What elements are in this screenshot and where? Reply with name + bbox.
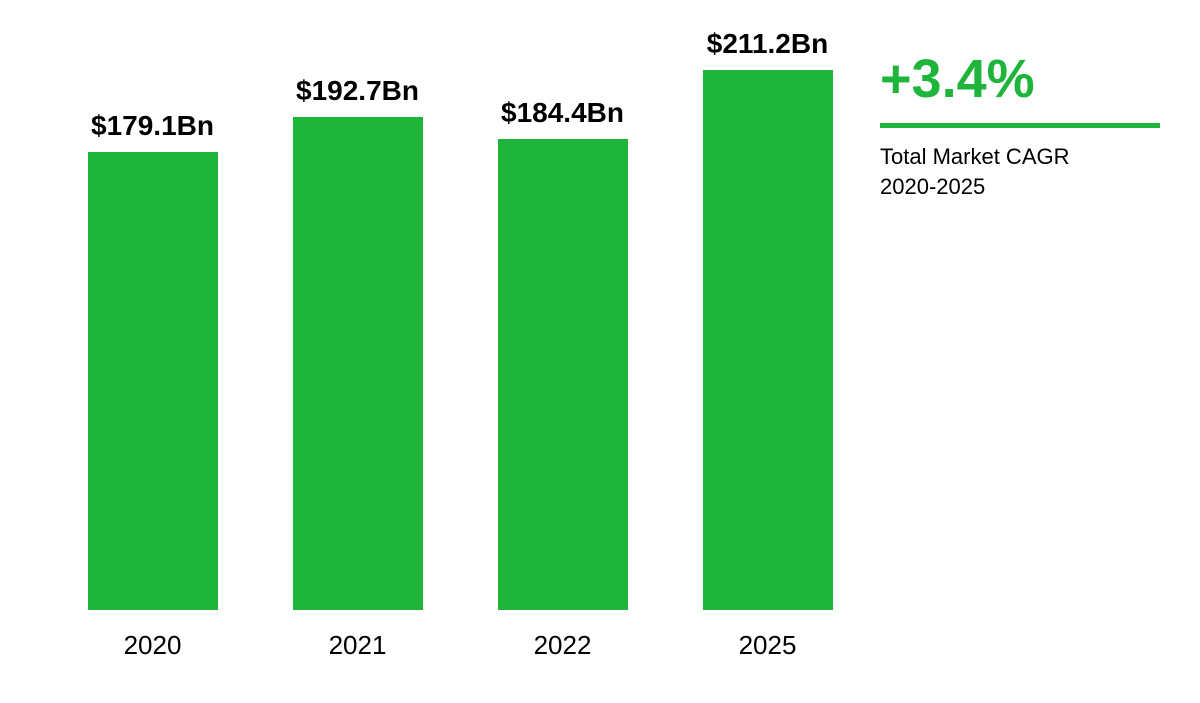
x-axis-label: 2022 xyxy=(473,630,653,680)
bar-value-label: $211.2Bn xyxy=(707,28,828,60)
x-axis-label: 2025 xyxy=(678,630,858,680)
x-axis: 2020 2021 2022 2025 xyxy=(40,610,880,680)
cagr-desc-line2: 2020-2025 xyxy=(880,174,985,199)
x-axis-label: 2020 xyxy=(63,630,243,680)
bar-value-label: $184.4Bn xyxy=(501,97,624,129)
bar-1 xyxy=(498,139,628,610)
bar-group-2: $184.4Bn xyxy=(473,97,653,610)
cagr-desc-line1: Total Market CAGR xyxy=(880,144,1070,169)
bar-chart: $179.1Bn $192.7Bn $184.4Bn $211.2Bn 2020… xyxy=(40,20,880,680)
bar-3 xyxy=(703,70,833,610)
bar-0 xyxy=(88,152,218,610)
bar-1 xyxy=(293,117,423,610)
x-axis-label: 2021 xyxy=(268,630,448,680)
bar-group-1: $192.7Bn xyxy=(268,75,448,610)
cagr-description: Total Market CAGR 2020-2025 xyxy=(880,142,1160,201)
cagr-value: +3.4% xyxy=(880,50,1160,128)
bar-value-label: $192.7Bn xyxy=(296,75,419,107)
bars-area: $179.1Bn $192.7Bn $184.4Bn $211.2Bn xyxy=(40,20,880,610)
cagr-callout: +3.4% Total Market CAGR 2020-2025 xyxy=(880,50,1160,202)
bar-group-3: $211.2Bn xyxy=(678,28,858,610)
bar-group-0: $179.1Bn xyxy=(63,110,243,610)
bar-value-label: $179.1Bn xyxy=(91,110,214,142)
